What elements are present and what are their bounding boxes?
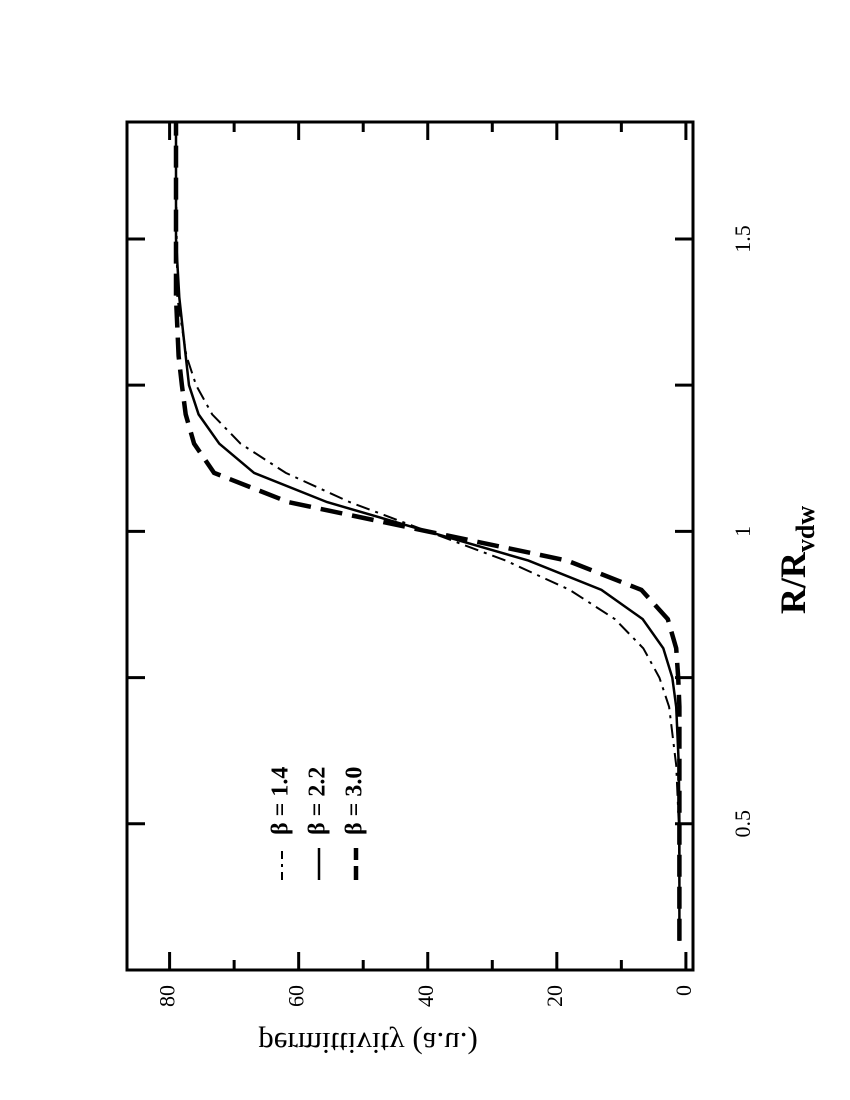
legend-label: β = 1.4 [268, 767, 294, 835]
plot-frame [125, 120, 695, 972]
x-tick-label: 0.5 [730, 810, 755, 838]
y-tick-label: 40 [413, 985, 438, 1007]
legend-label: β = 2.2 [305, 767, 331, 835]
x-axis-label-main: R/R [773, 551, 813, 614]
legend-label: β = 3.0 [342, 767, 368, 835]
y-tick-label: 80 [155, 985, 180, 1007]
y-tick-label: 0 [671, 985, 696, 996]
y-tick-label: 60 [284, 985, 309, 1007]
series-line [173, 122, 682, 941]
y-tick-label: 20 [542, 985, 567, 1007]
x-tick-label: 1.5 [730, 225, 755, 253]
x-tick-label: 1 [730, 526, 755, 537]
y-axis-label: permittivity (a.u.) [258, 1026, 478, 1061]
x-axis-label-sub: vdw [791, 506, 820, 552]
series-line [175, 122, 681, 941]
x-axis-label: R/Rvdw [773, 506, 820, 614]
